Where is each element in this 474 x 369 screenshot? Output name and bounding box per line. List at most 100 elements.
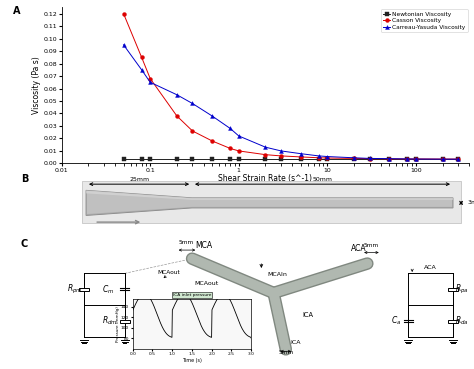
X-axis label: Time (s): Time (s) [182, 358, 202, 363]
Carreau-Yasuda Viscosity [413, 157, 419, 161]
Text: 5mm: 5mm [278, 350, 293, 355]
Casson Viscosity [228, 146, 233, 151]
Carreau-Yasuda Viscosity [386, 156, 392, 161]
Text: MCAout: MCAout [157, 270, 180, 275]
Casson Viscosity [351, 156, 357, 161]
Carreau-Yasuda Viscosity [263, 145, 268, 149]
Polygon shape [86, 207, 453, 215]
Legend: Newtonian Viscosity, Casson Viscosity, Carreau-Yasuda Viscosity: Newtonian Viscosity, Casson Viscosity, C… [381, 9, 467, 32]
FancyBboxPatch shape [82, 181, 461, 223]
Carreau-Yasuda Viscosity [236, 134, 242, 138]
FancyBboxPatch shape [448, 320, 458, 323]
Text: 5mm: 5mm [178, 240, 193, 245]
Newtonian Viscosity [190, 157, 195, 161]
Carreau-Yasuda Viscosity [440, 157, 446, 161]
Casson Viscosity [278, 154, 284, 158]
Newtonian Viscosity [404, 157, 410, 161]
Newtonian Viscosity [139, 157, 145, 161]
Carreau-Yasuda Viscosity [190, 101, 195, 106]
Carreau-Yasuda Viscosity [325, 154, 330, 159]
Casson Viscosity [404, 157, 410, 161]
Carreau-Yasuda Viscosity [147, 80, 153, 85]
FancyBboxPatch shape [448, 288, 458, 291]
Casson Viscosity [147, 76, 153, 81]
Text: 3mm: 3mm [467, 200, 474, 206]
Text: $R_{da}$: $R_{da}$ [455, 315, 469, 327]
Text: 50mm: 50mm [312, 177, 332, 183]
Newtonian Viscosity [440, 157, 446, 161]
Newtonian Viscosity [236, 157, 242, 161]
Text: A: A [13, 6, 20, 16]
Newtonian Viscosity [263, 157, 268, 161]
Carreau-Yasuda Viscosity [367, 156, 373, 161]
Line: Carreau-Yasuda Viscosity: Carreau-Yasuda Viscosity [122, 43, 460, 161]
Newtonian Viscosity [209, 157, 215, 161]
Carreau-Yasuda Viscosity [278, 149, 284, 153]
Text: $R_{pm}$: $R_{pm}$ [67, 283, 82, 296]
Casson Viscosity [386, 156, 392, 161]
FancyBboxPatch shape [79, 288, 89, 291]
Text: ACA: ACA [424, 265, 437, 270]
Carreau-Yasuda Viscosity [209, 114, 215, 118]
Casson Viscosity [413, 157, 419, 161]
Line: Newtonian Viscosity: Newtonian Viscosity [122, 157, 460, 161]
Text: 25mm: 25mm [129, 177, 149, 183]
Text: MCAout: MCAout [194, 281, 219, 286]
Polygon shape [86, 190, 453, 200]
Casson Viscosity [190, 129, 195, 133]
Casson Viscosity [298, 155, 303, 159]
Casson Viscosity [263, 152, 268, 157]
Casson Viscosity [236, 149, 242, 153]
Casson Viscosity [440, 157, 446, 161]
Carreau-Yasuda Viscosity [121, 42, 127, 47]
Newtonian Viscosity [456, 157, 461, 161]
Casson Viscosity [121, 11, 127, 16]
Polygon shape [86, 190, 453, 215]
Casson Viscosity [316, 156, 322, 160]
X-axis label: Shear Strain Rate (s^-1): Shear Strain Rate (s^-1) [219, 174, 312, 183]
Newtonian Viscosity [174, 157, 180, 161]
Newtonian Viscosity [351, 157, 357, 161]
Casson Viscosity [367, 156, 373, 161]
Newtonian Viscosity [325, 157, 330, 161]
Carreau-Yasuda Viscosity [228, 126, 233, 131]
Carreau-Yasuda Viscosity [351, 156, 357, 160]
Text: $C_m$: $C_m$ [102, 283, 115, 296]
Text: ICA inlet pressure: ICA inlet pressure [173, 293, 211, 297]
Casson Viscosity [139, 55, 145, 59]
Carreau-Yasuda Viscosity [456, 157, 461, 161]
Newtonian Viscosity [228, 157, 233, 161]
Casson Viscosity [325, 156, 330, 160]
Y-axis label: Viscosity (Pa s): Viscosity (Pa s) [32, 56, 41, 114]
Y-axis label: Pressure (mmHg): Pressure (mmHg) [116, 306, 119, 342]
Text: ACA: ACA [351, 244, 367, 252]
Casson Viscosity [456, 157, 461, 161]
Newtonian Viscosity [121, 157, 127, 161]
Text: $R_{dm}$: $R_{dm}$ [102, 315, 118, 327]
Newtonian Viscosity [367, 157, 373, 161]
Newtonian Viscosity [386, 157, 392, 161]
Carreau-Yasuda Viscosity [404, 157, 410, 161]
Carreau-Yasuda Viscosity [174, 93, 180, 97]
Newtonian Viscosity [278, 157, 284, 161]
Carreau-Yasuda Viscosity [139, 68, 145, 72]
Text: ICA: ICA [302, 312, 313, 318]
FancyBboxPatch shape [120, 320, 130, 323]
Text: MCA: MCA [196, 241, 213, 250]
Newtonian Viscosity [147, 157, 153, 161]
Line: Casson Viscosity: Casson Viscosity [122, 12, 460, 161]
Text: B: B [21, 175, 28, 184]
Text: $C_a$: $C_a$ [391, 315, 401, 327]
Text: $R_{pa}$: $R_{pa}$ [455, 283, 469, 296]
Text: MCAIn: MCAIn [267, 272, 287, 277]
Carreau-Yasuda Viscosity [316, 154, 322, 158]
Text: ICA: ICA [290, 339, 301, 345]
Newtonian Viscosity [298, 157, 303, 161]
Carreau-Yasuda Viscosity [298, 151, 303, 156]
Newtonian Viscosity [316, 157, 322, 161]
Text: 5mm: 5mm [364, 242, 379, 248]
Text: C: C [21, 239, 28, 249]
Casson Viscosity [209, 139, 215, 143]
Newtonian Viscosity [413, 157, 419, 161]
Casson Viscosity [174, 114, 180, 118]
